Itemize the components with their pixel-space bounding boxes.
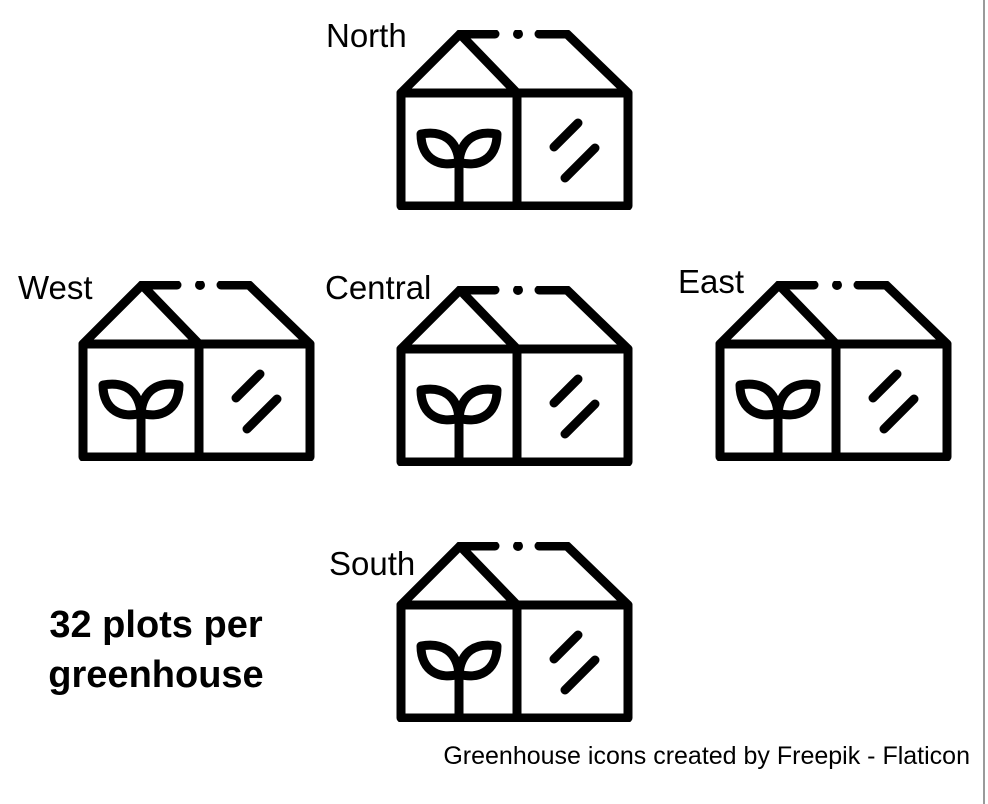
greenhouse-central xyxy=(395,286,635,466)
label-central: Central xyxy=(325,269,432,306)
label-north: North xyxy=(326,17,407,54)
greenhouse-icon xyxy=(396,286,633,466)
note-line-2: greenhouse xyxy=(48,654,264,696)
greenhouse-icon xyxy=(78,281,315,461)
greenhouse-west xyxy=(77,281,317,461)
note-line-1: 32 plots per xyxy=(49,604,263,646)
greenhouse-icon xyxy=(715,281,952,461)
greenhouse-icon xyxy=(396,542,633,722)
icon-credit: Greenhouse icons created by Freepik - Fl… xyxy=(443,742,970,770)
greenhouse-icon xyxy=(396,30,633,210)
label-east: East xyxy=(678,263,745,300)
greenhouse-north xyxy=(395,30,635,210)
plots-per-greenhouse-note: 32 plots per greenhouse xyxy=(36,600,276,700)
greenhouse-south xyxy=(395,542,635,722)
greenhouse-east xyxy=(714,281,954,461)
page-border xyxy=(983,0,985,804)
label-south: South xyxy=(329,545,416,582)
label-west: West xyxy=(18,269,93,306)
